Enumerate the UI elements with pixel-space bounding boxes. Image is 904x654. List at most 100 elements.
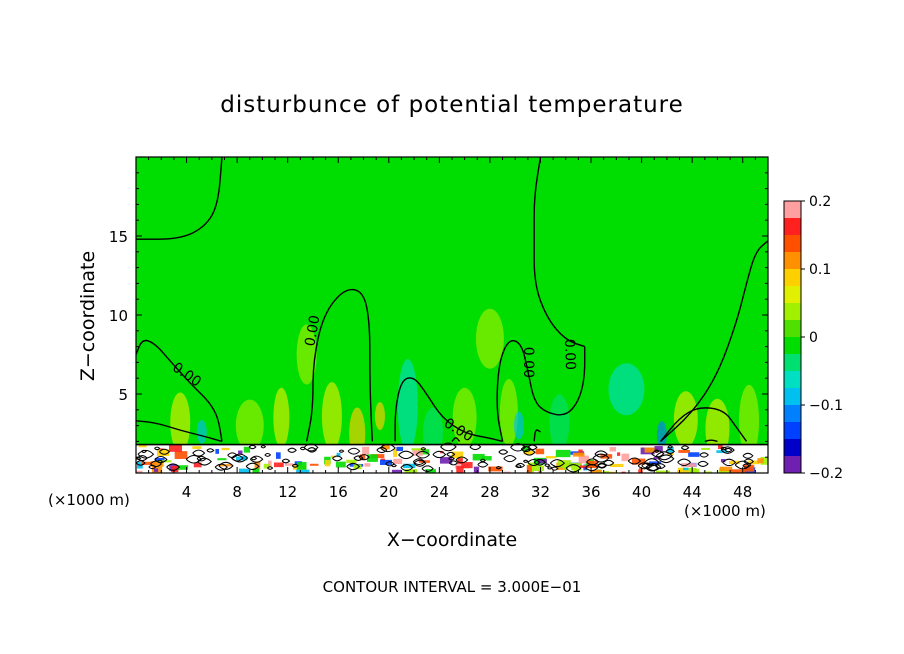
x-tick-label: 40 xyxy=(632,483,651,501)
noise-contour xyxy=(515,464,522,469)
zero-contour-line xyxy=(305,288,374,442)
plot-area: 0.000.000.000.00 0.00 xyxy=(136,157,768,473)
noise-contour xyxy=(655,463,666,469)
y-tick-label: 5 xyxy=(118,386,128,404)
noise-contour xyxy=(347,447,361,455)
noise-patch xyxy=(142,461,157,465)
anomaly-blob xyxy=(374,402,385,431)
noise-contour xyxy=(681,445,690,451)
noise-patch xyxy=(718,444,723,449)
noise-contour xyxy=(413,459,427,467)
anomaly-blob xyxy=(673,391,698,448)
colorbar-swatch xyxy=(784,405,801,423)
anomaly-blob xyxy=(452,387,477,448)
noise-patch xyxy=(217,458,227,461)
noise-patch xyxy=(579,465,591,469)
zero-contour-line xyxy=(533,157,585,348)
noise-patch xyxy=(296,462,307,470)
x-tick-label: 44 xyxy=(683,483,702,501)
noise-patch xyxy=(136,470,143,473)
zero-contour-line xyxy=(394,377,503,443)
noise-patch xyxy=(656,470,670,473)
noise-patch xyxy=(382,444,390,450)
noise-contour xyxy=(391,464,397,468)
noise-patch xyxy=(268,460,272,468)
noise-patch xyxy=(743,464,755,472)
noise-contour xyxy=(136,460,146,466)
noise-patch xyxy=(555,449,571,458)
colorbar-swatch xyxy=(784,337,801,355)
noise-patch xyxy=(760,457,768,465)
y-tick-label: 15 xyxy=(109,228,128,246)
noise-patch xyxy=(681,463,697,467)
noise-contour xyxy=(523,459,529,463)
anomaly-blob xyxy=(235,399,264,452)
colorbar-swatch xyxy=(784,218,801,236)
zero-contour-line xyxy=(136,157,223,240)
noise-patch xyxy=(156,449,170,456)
chart-title: disturbunce of potential temperature xyxy=(220,92,684,118)
noise-patch xyxy=(610,463,624,468)
noise-contour xyxy=(432,450,447,459)
noise-patch xyxy=(530,466,534,473)
noise-patch xyxy=(238,450,243,455)
noise-patch xyxy=(379,459,393,465)
noise-patch xyxy=(677,467,685,473)
noise-patch xyxy=(578,449,583,456)
noise-patch xyxy=(591,469,603,473)
colorbar: 0.2 0.1 0 −0.1 −0.2 xyxy=(783,194,843,482)
noise-patch xyxy=(688,452,700,457)
noise-patch xyxy=(177,465,189,470)
noise-patch xyxy=(168,444,183,452)
colorbar-swatch xyxy=(784,422,801,440)
noise-contour xyxy=(400,464,414,472)
noise-patch xyxy=(535,448,545,455)
noise-patch xyxy=(472,453,485,461)
anomaly-blob xyxy=(499,378,518,447)
noise-contour xyxy=(158,448,171,455)
noise-patch xyxy=(335,461,346,468)
noise-contour xyxy=(260,445,267,449)
noise-patch xyxy=(275,452,281,459)
noise-patch xyxy=(411,448,425,451)
contour-label: 0.00 xyxy=(561,339,578,371)
noise-patch xyxy=(418,456,422,463)
noise-patch xyxy=(526,465,532,473)
anomaly-blob xyxy=(608,363,645,416)
noise-contour xyxy=(551,466,559,471)
x-tick-label: 32 xyxy=(531,483,550,501)
noise-contour xyxy=(440,442,457,452)
noise-contour xyxy=(267,466,274,470)
noise-patch xyxy=(617,452,621,456)
noise-contour xyxy=(655,451,673,461)
noise-patch xyxy=(716,450,728,454)
noise-contour xyxy=(218,461,234,470)
x-unit-left: (×1000 m) xyxy=(48,491,130,509)
noise-patch xyxy=(284,463,294,466)
noise-contour xyxy=(527,458,541,467)
noise-patch xyxy=(393,448,398,457)
noise-patch xyxy=(366,454,378,462)
noise-contour xyxy=(264,453,272,457)
noise-patch xyxy=(730,469,746,473)
anomaly-blob xyxy=(196,419,207,444)
zero-contour-line xyxy=(660,240,768,442)
noise-patch xyxy=(346,459,357,464)
noise-patch xyxy=(677,470,689,473)
x-unit-right: (×1000 m) xyxy=(684,502,766,520)
noise-contour xyxy=(421,465,434,472)
noise-contour xyxy=(585,464,599,472)
noise-patch xyxy=(638,468,643,472)
noise-patch xyxy=(393,458,403,465)
noise-patch xyxy=(583,467,587,470)
noise-patch xyxy=(522,444,530,452)
noise-patch xyxy=(451,451,464,459)
colorbar-swatch xyxy=(784,269,801,287)
noise-patch xyxy=(457,456,463,464)
noise-contour xyxy=(603,459,615,466)
noise-patch xyxy=(192,446,202,449)
x-axis-ticks: 4 8 12 16 20 24 28 32 36 40 44 48 xyxy=(148,157,756,501)
noise-contour xyxy=(332,455,343,462)
colorbar-swatch xyxy=(784,456,801,474)
noise-patch xyxy=(678,449,690,453)
